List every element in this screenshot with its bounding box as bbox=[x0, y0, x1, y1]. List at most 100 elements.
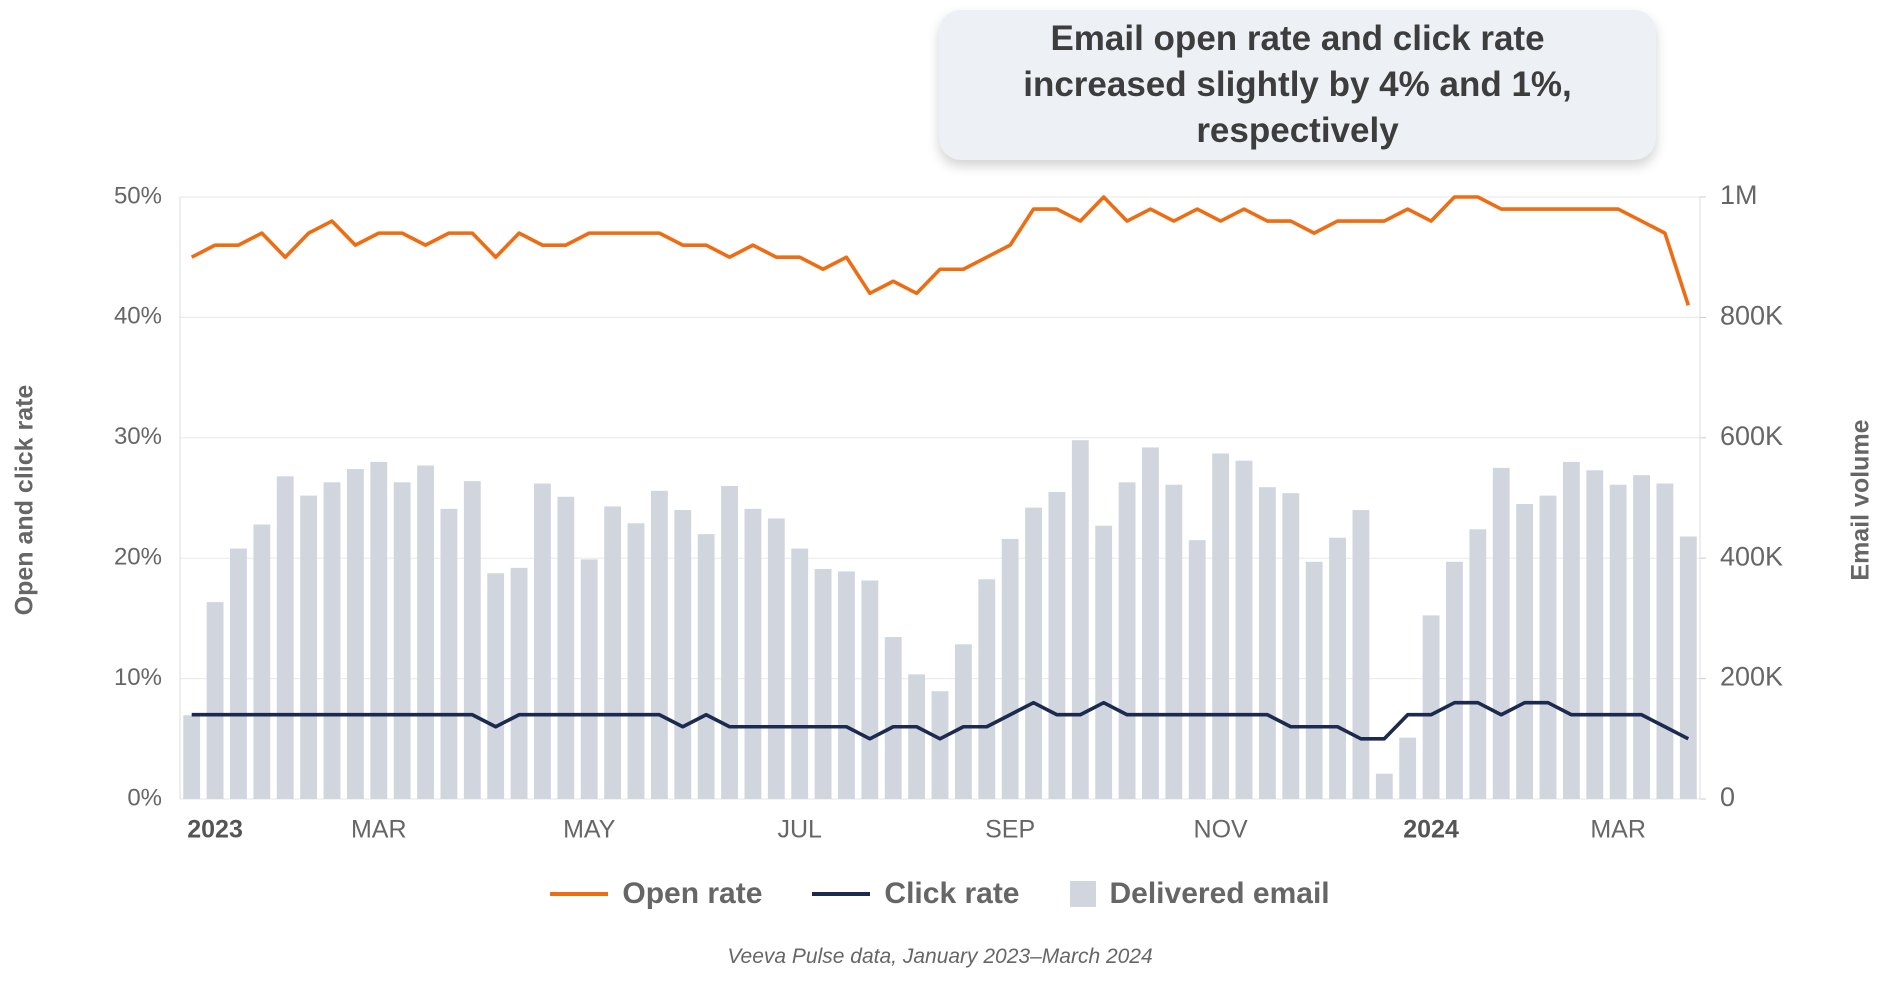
y-tick-label: 0% bbox=[127, 784, 162, 811]
bar bbox=[1212, 453, 1230, 799]
legend-label: Delivered email bbox=[1109, 877, 1330, 910]
bar bbox=[1679, 536, 1697, 799]
legend-swatch bbox=[1069, 881, 1096, 907]
bar bbox=[1422, 615, 1440, 799]
bar bbox=[884, 637, 902, 799]
bar bbox=[580, 559, 598, 799]
bar bbox=[1048, 491, 1066, 799]
y-axis-label: Open and click rate bbox=[11, 385, 39, 616]
legend-swatch bbox=[812, 892, 871, 896]
y-tick-label: 20% bbox=[114, 544, 162, 571]
bar bbox=[417, 465, 434, 799]
bar bbox=[674, 510, 692, 799]
bar bbox=[838, 571, 855, 799]
bar bbox=[978, 579, 996, 799]
bar bbox=[393, 482, 411, 799]
bar bbox=[1258, 487, 1276, 799]
bar bbox=[1001, 538, 1019, 799]
bar bbox=[1025, 507, 1042, 799]
x-tick-label: NOV bbox=[1194, 816, 1249, 844]
bar bbox=[1399, 737, 1417, 799]
bar bbox=[1656, 483, 1674, 799]
bar bbox=[1562, 461, 1580, 799]
bar bbox=[814, 569, 832, 799]
bar bbox=[697, 534, 715, 799]
bar bbox=[323, 482, 341, 799]
bar bbox=[1516, 504, 1534, 799]
bar bbox=[1282, 493, 1300, 799]
x-tick-label: MAR bbox=[1590, 816, 1646, 844]
bar bbox=[1305, 561, 1323, 799]
lines bbox=[190, 195, 1691, 741]
bar bbox=[346, 469, 364, 799]
title-box: Email open rate and click rate increased… bbox=[939, 10, 1656, 160]
bar bbox=[463, 481, 481, 799]
legend: Open rate Click rate Delivered email bbox=[0, 877, 1880, 911]
x-tick-label: SEP bbox=[985, 816, 1035, 844]
bar bbox=[510, 567, 528, 799]
legend-label: Open rate bbox=[622, 877, 763, 910]
bar bbox=[1633, 475, 1650, 799]
bar bbox=[1609, 484, 1627, 799]
bar bbox=[954, 644, 972, 799]
legend-item: Click rate bbox=[812, 877, 1020, 911]
x-tick-label: MAY bbox=[563, 816, 616, 844]
bar bbox=[206, 602, 224, 799]
bar bbox=[1352, 510, 1370, 799]
bar bbox=[908, 674, 926, 799]
x-tick-label: 2024 bbox=[1403, 816, 1459, 844]
y-tick-label: 30% bbox=[114, 423, 162, 450]
bar bbox=[931, 691, 949, 799]
bar bbox=[1235, 460, 1253, 799]
bar bbox=[767, 518, 785, 799]
bar bbox=[1539, 495, 1557, 799]
y-tick-label: 50% bbox=[114, 182, 162, 209]
bar bbox=[487, 573, 505, 799]
x-tick-label: 2023 bbox=[187, 816, 243, 844]
y2-tick-label: 800K bbox=[1720, 301, 1783, 331]
bar bbox=[370, 461, 388, 799]
y2-axis-label: Email volume bbox=[1847, 419, 1875, 580]
y2-tick-label: 0 bbox=[1720, 782, 1735, 812]
bar bbox=[861, 580, 879, 799]
y2-tick-label: 600K bbox=[1720, 421, 1783, 451]
x-tick-label: MAR bbox=[351, 816, 407, 844]
bar bbox=[1586, 470, 1604, 799]
bar bbox=[183, 715, 201, 799]
bar bbox=[1375, 773, 1393, 799]
bar bbox=[1492, 467, 1510, 799]
bar bbox=[627, 523, 645, 799]
bar bbox=[1165, 484, 1183, 799]
bar bbox=[557, 496, 575, 799]
y2-tick-label: 200K bbox=[1720, 662, 1783, 692]
bar bbox=[1118, 482, 1136, 799]
bar bbox=[276, 476, 294, 799]
chart-title: Email open rate and click rate increased… bbox=[1023, 19, 1572, 150]
x-tick-label: JUL bbox=[777, 816, 822, 844]
y2-tick-label: 1M bbox=[1720, 180, 1758, 210]
bar bbox=[300, 495, 318, 799]
legend-label: Click rate bbox=[884, 877, 1020, 910]
y2-tick-label: 400K bbox=[1720, 541, 1783, 571]
bar bbox=[230, 548, 247, 799]
source-note: Veeva Pulse data, January 2023–March 202… bbox=[727, 945, 1153, 968]
bar bbox=[440, 508, 458, 799]
bar bbox=[650, 490, 668, 799]
bar bbox=[1142, 447, 1159, 799]
bar bbox=[721, 485, 738, 799]
bar bbox=[744, 508, 762, 799]
bar bbox=[534, 483, 551, 799]
line bbox=[191, 700, 1690, 741]
bar bbox=[791, 548, 809, 799]
bar bbox=[253, 524, 271, 799]
bars bbox=[183, 440, 1697, 799]
y-tick-label: 40% bbox=[114, 303, 162, 330]
bar bbox=[1469, 529, 1487, 799]
bar bbox=[604, 506, 622, 799]
bar bbox=[1188, 540, 1206, 799]
labels: 0% 10% 20% 30% 40% 50% 0 200K 400K 600K 800K 1M 2023… bbox=[114, 180, 1783, 843]
line bbox=[190, 195, 1691, 306]
bar bbox=[1329, 537, 1346, 799]
